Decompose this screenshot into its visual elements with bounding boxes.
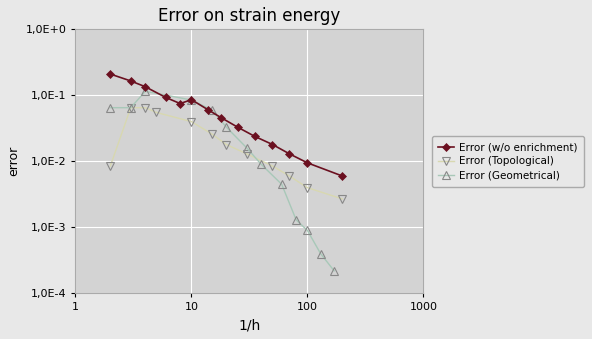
Error (Topological)	[339, 197, 346, 201]
Error (Geometrical)	[127, 106, 134, 110]
Error (Geometrical)	[317, 252, 324, 256]
Error (Topological)	[153, 111, 160, 115]
X-axis label: 1/h: 1/h	[239, 318, 260, 332]
Error (w/o enrichment)	[107, 72, 114, 76]
Error (Topological)	[286, 174, 293, 178]
Error (w/o enrichment)	[251, 134, 258, 138]
Error (w/o enrichment)	[304, 161, 311, 165]
Error (Topological)	[223, 142, 230, 146]
Error (w/o enrichment)	[141, 85, 149, 89]
Error (w/o enrichment)	[234, 125, 241, 129]
Error (Geometrical)	[258, 162, 265, 166]
Error (w/o enrichment)	[127, 79, 134, 83]
Error (w/o enrichment)	[217, 116, 224, 120]
Error (Geometrical)	[278, 182, 285, 186]
Error (Geometrical)	[223, 125, 230, 129]
Error (Topological)	[243, 152, 250, 156]
Error (w/o enrichment)	[205, 108, 212, 112]
Error (Geometrical)	[292, 218, 300, 222]
Error (Topological)	[304, 186, 311, 190]
Error (Topological)	[269, 164, 276, 168]
Error (w/o enrichment)	[269, 142, 276, 146]
Error (Topological)	[127, 106, 134, 110]
Error (Geometrical)	[243, 146, 250, 150]
Error (w/o enrichment)	[188, 98, 195, 102]
Error (Topological)	[208, 132, 215, 136]
Error (Topological)	[141, 106, 149, 110]
Error (Geometrical)	[330, 269, 337, 273]
Error (w/o enrichment)	[176, 102, 184, 106]
Error (w/o enrichment)	[286, 152, 293, 156]
Error (w/o enrichment)	[339, 174, 346, 178]
Error (Geometrical)	[107, 106, 114, 110]
Line: Error (Geometrical): Error (Geometrical)	[106, 87, 338, 275]
Title: Error on strain energy: Error on strain energy	[158, 7, 340, 25]
Error (Geometrical)	[141, 89, 149, 93]
Error (Topological)	[188, 120, 195, 124]
Error (Geometrical)	[304, 228, 311, 233]
Line: Error (w/o enrichment): Error (w/o enrichment)	[108, 71, 345, 179]
Line: Error (Topological): Error (Topological)	[106, 103, 346, 203]
Y-axis label: error: error	[7, 146, 20, 177]
Legend: Error (w/o enrichment), Error (Topological), Error (Geometrical): Error (w/o enrichment), Error (Topologic…	[432, 136, 584, 187]
Error (Geometrical)	[208, 108, 215, 112]
Error (Topological)	[107, 164, 114, 168]
Error (Geometrical)	[188, 98, 195, 102]
Error (w/o enrichment)	[162, 95, 169, 99]
